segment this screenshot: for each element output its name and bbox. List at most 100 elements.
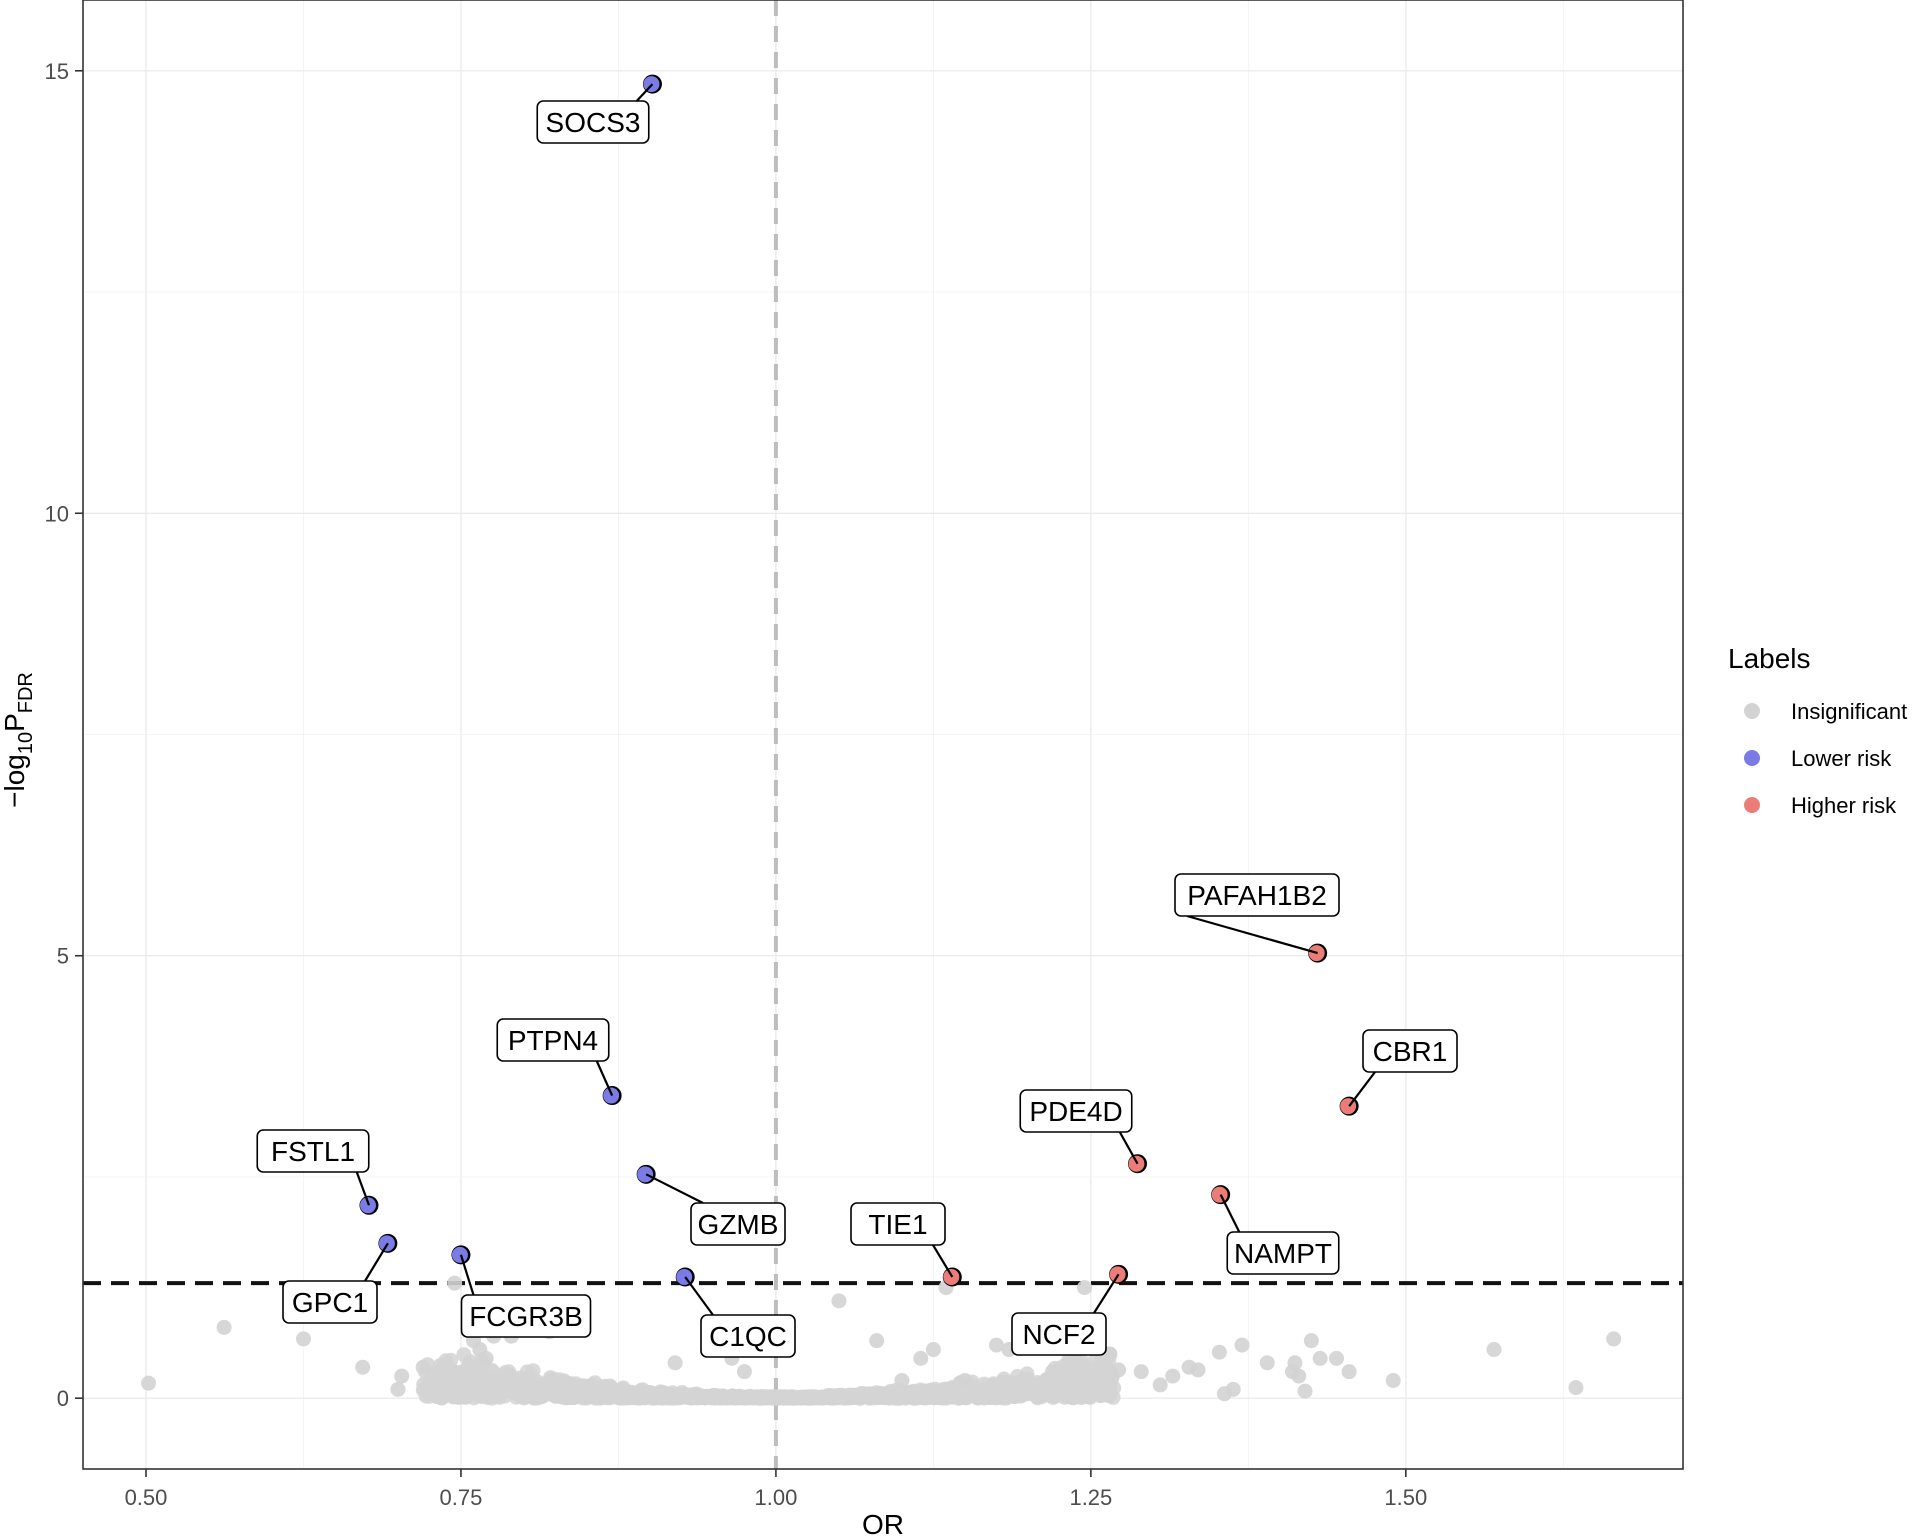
insignificant-point [515,1373,531,1389]
insignificant-point [667,1355,683,1371]
label-connector [355,1171,371,1206]
y-axis-title-main: −log [0,754,30,808]
insignificant-point [1341,1364,1357,1380]
gene-label-nampt: NAMPT [1226,1231,1340,1275]
label-connector [635,83,654,102]
insignificant-point [1329,1350,1345,1366]
gene-label-pafah1b2: PAFAH1B2 [1174,873,1340,917]
gene-label-box [1011,1312,1107,1356]
insignificant-point [613,1385,629,1401]
x-tick-label: 0.75 [440,1485,483,1510]
gene-label-fstl1: FSTL1 [256,1129,370,1173]
y-axis-title-sub: 10 [15,732,37,754]
insignificant-point [982,1389,998,1404]
insignificant-point [1303,1333,1319,1349]
insignificant-point [1606,1331,1622,1347]
label-connector [364,1242,389,1282]
insignificant-point [1077,1280,1093,1296]
insignificant-point [1312,1350,1328,1366]
gene-label-box [1362,1029,1458,1073]
y-axis-title: −log10PFDR [0,672,37,808]
y-axis-title-pfdr: FDR [15,672,37,713]
insignificant-point [1111,1362,1127,1378]
insignificant-point [295,1331,311,1347]
gene-label-text: NCF2 [1022,1319,1095,1350]
insignificant-point [449,1378,465,1394]
legend-label: Insignificant [1791,699,1907,724]
insignificant-point [1069,1378,1085,1394]
insignificant-point [713,1390,729,1406]
insignificant-point [865,1387,881,1403]
insignificant-point [922,1387,938,1403]
insignificant-point [1014,1385,1030,1401]
x-axis-title: OR [862,1509,904,1537]
insignificant-point [1095,1379,1111,1395]
gene-label-text: PDE4D [1029,1096,1122,1127]
insignificant-point [925,1342,941,1358]
gene-label-fcgr3b: FCGR3B [460,1294,592,1338]
insignificant-point [504,1373,520,1389]
gene-label-socs3: SOCS3 [536,100,650,144]
insignificant-point [988,1337,1004,1353]
label-connector [1186,914,1318,955]
insignificant-point [141,1375,157,1391]
significant-point-lower [451,1246,468,1263]
insignificant-point [1568,1380,1584,1396]
insignificant-point [487,1373,503,1389]
insignificant-point [544,1371,559,1387]
insignificant-point [216,1319,232,1335]
insignificant-point [736,1364,752,1380]
insignificant-point [727,1390,743,1406]
significant-point-higher [1211,1186,1228,1203]
gene-label-box [460,1294,592,1338]
insignificant-point [562,1376,578,1392]
gene-label-pde4d: PDE4D [1019,1089,1133,1133]
insignificant-point [955,1386,971,1402]
x-tick-label: 1.00 [754,1485,797,1510]
legend-key [1744,797,1760,813]
gene-label-text: FCGR3B [469,1301,583,1332]
insignificant-point [415,1359,431,1375]
insignificant-point [1088,1363,1104,1379]
insignificant-point [1385,1373,1401,1389]
x-tick-label: 1.50 [1384,1485,1427,1510]
gene-label-text: FSTL1 [271,1136,355,1167]
insignificant-point [770,1390,786,1406]
gene-label-ptpn4: PTPN4 [496,1018,610,1062]
gene-label-text: GZMB [698,1209,779,1240]
insignificant-point [1165,1368,1181,1384]
label-connector [1219,1194,1241,1233]
gene-label-box [700,1314,796,1358]
label-connector [1118,1131,1139,1165]
insignificant-point [459,1388,474,1404]
insignificant-point [599,1385,615,1401]
significant-point-lower [637,1166,654,1183]
insignificant-point [743,1389,759,1405]
insignificant-point [1066,1361,1082,1377]
plot-panel-border [82,0,1684,1470]
label-connector [1348,1071,1376,1107]
insignificant-point [839,1388,855,1404]
gene-label-box [536,100,650,144]
insignificant-point [585,1377,600,1393]
gene-label-text: PAFAH1B2 [1187,880,1327,911]
gene-label-c1qc: C1QC [700,1314,796,1358]
gene-label-box [850,1202,946,1246]
insignificant-point [431,1364,446,1380]
label-connector [595,1060,614,1097]
insignificant-point [355,1359,371,1375]
axes: 0.50 0.75 1.00 1.25 1.50 0 5 10 15 [45,59,1428,1510]
label-connector [1093,1273,1120,1314]
gene-label-ncf2: NCF2 [1011,1312,1107,1356]
insignificant-point [806,1389,822,1405]
y-tick-label: 10 [45,501,69,526]
gene-label-box [282,1280,378,1324]
insignificant-point [1190,1362,1206,1378]
label-connector [459,1254,475,1296]
y-axis-title-p: P [0,713,30,732]
insignificant-point [468,1368,484,1384]
gene-label-tie1: TIE1 [850,1202,946,1246]
insignificant-point [558,1390,574,1406]
gene-label-gpc1: GPC1 [282,1280,378,1324]
